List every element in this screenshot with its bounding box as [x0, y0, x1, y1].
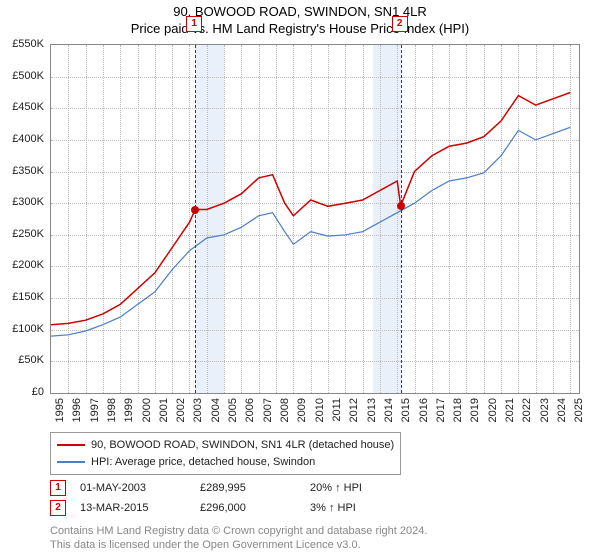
- sale-delta: 3% ↑ HPI: [310, 502, 420, 514]
- marker-badge: 1: [186, 16, 202, 32]
- footer-text: Contains HM Land Registry data © Crown c…: [50, 524, 427, 553]
- x-tick-label: 2021: [504, 398, 516, 422]
- footer-line2: This data is licensed under the Open Gov…: [50, 538, 427, 552]
- y-tick-label: £300K: [12, 196, 44, 208]
- x-tick-label: 1998: [106, 398, 118, 422]
- title-line2: Price paid vs. HM Land Registry's House …: [0, 21, 600, 38]
- x-tick-label: 2024: [556, 398, 568, 422]
- sale-point: [191, 206, 199, 214]
- line-series-svg: [51, 45, 579, 393]
- x-tick-label: 1996: [71, 398, 83, 422]
- x-tick-label: 2007: [262, 398, 274, 422]
- y-tick-label: £150K: [12, 291, 44, 303]
- y-tick-label: £450K: [12, 101, 44, 113]
- x-tick-label: 2000: [141, 398, 153, 422]
- footer-line1: Contains HM Land Registry data © Crown c…: [50, 524, 427, 538]
- x-tick-label: 2010: [314, 398, 326, 422]
- x-tick-label: 2016: [418, 398, 430, 422]
- x-tick-label: 2022: [521, 398, 533, 422]
- x-tick-label: 2014: [383, 398, 395, 422]
- chart-area: £0£50K£100K£150K£200K£250K£300K£350K£400…: [50, 44, 580, 394]
- title-block: 90, BOWOOD ROAD, SWINDON, SN1 4LR Price …: [0, 0, 600, 38]
- x-tick-label: 2023: [539, 398, 551, 422]
- x-tick-label: 2006: [244, 398, 256, 422]
- chart-container: 90, BOWOOD ROAD, SWINDON, SN1 4LR Price …: [0, 0, 600, 560]
- sale-point: [397, 202, 405, 210]
- sale-date: 01-MAY-2003: [80, 482, 200, 494]
- x-tick-label: 2025: [573, 398, 585, 422]
- x-tick-label: 2008: [279, 398, 291, 422]
- x-tick-label: 2020: [487, 398, 499, 422]
- x-tick-label: 2003: [192, 398, 204, 422]
- x-tick-label: 2015: [400, 398, 412, 422]
- y-tick-label: £550K: [12, 38, 44, 50]
- legend-swatch-hpi: [57, 461, 85, 463]
- legend-row: 90, BOWOOD ROAD, SWINDON, SN1 4LR (detac…: [57, 437, 394, 454]
- y-tick-label: £250K: [12, 228, 44, 240]
- y-tick-label: £0: [32, 386, 44, 398]
- x-tick-label: 2012: [348, 398, 360, 422]
- marker-badge: 2: [50, 500, 66, 516]
- title-line1: 90, BOWOOD ROAD, SWINDON, SN1 4LR: [0, 4, 600, 21]
- marker-badge: 2: [392, 16, 408, 32]
- y-tick-label: £500K: [12, 70, 44, 82]
- x-tick-label: 2011: [331, 398, 343, 422]
- y-tick-label: £200K: [12, 259, 44, 271]
- legend-label-hpi: HPI: Average price, detached house, Swin…: [91, 454, 315, 471]
- y-tick-label: £50K: [18, 354, 44, 366]
- legend-box: 90, BOWOOD ROAD, SWINDON, SN1 4LR (detac…: [50, 432, 401, 475]
- x-tick-label: 2002: [175, 398, 187, 422]
- y-tick-label: £350K: [12, 165, 44, 177]
- marker-badge: 1: [50, 480, 66, 496]
- x-tick-label: 2005: [227, 398, 239, 422]
- legend-label-price: 90, BOWOOD ROAD, SWINDON, SN1 4LR (detac…: [91, 437, 394, 454]
- x-tick-label: 2019: [469, 398, 481, 422]
- sale-date: 13-MAR-2015: [80, 502, 200, 514]
- y-tick-label: £100K: [12, 323, 44, 335]
- legend-swatch-price: [57, 444, 85, 446]
- legend-row: HPI: Average price, detached house, Swin…: [57, 454, 394, 471]
- y-tick-label: £400K: [12, 133, 44, 145]
- x-tick-label: 1995: [54, 398, 66, 422]
- sale-price: £296,000: [200, 502, 310, 514]
- x-tick-label: 1999: [123, 398, 135, 422]
- x-tick-label: 2013: [366, 398, 378, 422]
- x-tick-label: 1997: [89, 398, 101, 422]
- sales-row: 1 01-MAY-2003 £289,995 20% ↑ HPI: [50, 478, 420, 498]
- x-tick-label: 2017: [435, 398, 447, 422]
- x-tick-label: 2004: [210, 398, 222, 422]
- x-tick-label: 2001: [158, 398, 170, 422]
- plot-region: [50, 44, 580, 394]
- sales-table: 1 01-MAY-2003 £289,995 20% ↑ HPI 2 13-MA…: [50, 478, 420, 518]
- x-tick-label: 2018: [452, 398, 464, 422]
- sale-delta: 20% ↑ HPI: [310, 482, 420, 494]
- sale-price: £289,995: [200, 482, 310, 494]
- x-tick-label: 2009: [296, 398, 308, 422]
- sales-row: 2 13-MAR-2015 £296,000 3% ↑ HPI: [50, 498, 420, 518]
